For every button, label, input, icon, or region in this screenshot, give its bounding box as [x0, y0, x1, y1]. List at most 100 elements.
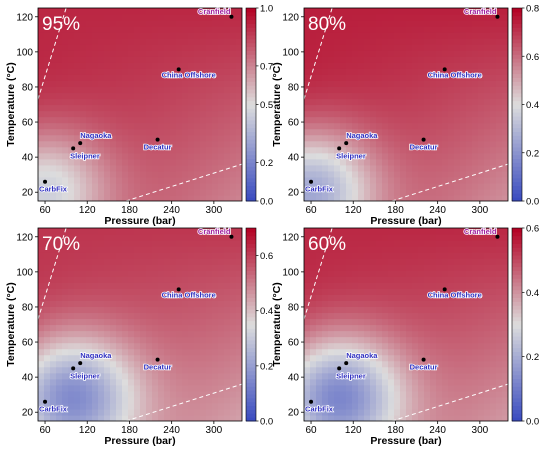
x-tick-label: 180 — [121, 205, 138, 216]
y-tick-label: 80 — [288, 302, 300, 313]
y-tick-label: 120 — [282, 232, 299, 243]
x-axis-label: Pressure (bar) — [370, 215, 441, 227]
site-marker — [337, 146, 342, 151]
x-tick-label: 120 — [345, 205, 362, 216]
site-label: CarbFix — [305, 405, 334, 414]
y-tick-label: 20 — [22, 408, 34, 419]
site-label: Decatur — [410, 363, 438, 372]
site-label: Decatur — [410, 143, 438, 152]
x-axis-label: Pressure (bar) — [370, 435, 441, 447]
y-tick-label: 20 — [288, 188, 300, 199]
site-label: Nagaoka — [346, 351, 378, 360]
y-tick-label: 100 — [16, 267, 33, 278]
x-tick-label: 300 — [472, 205, 489, 216]
boundary-line-upper — [304, 8, 333, 100]
heatmap-field — [38, 228, 242, 421]
y-axis-label: Temperature (°C) — [5, 62, 17, 147]
site-label: Nagaoka — [80, 351, 112, 360]
colorbar-tick-label: 1.0 — [260, 4, 273, 15]
y-tick-label: 100 — [16, 47, 33, 58]
site-marker — [309, 179, 314, 184]
site-marker — [344, 361, 349, 366]
site-label: Sleipner — [336, 371, 366, 380]
colorbar-tick-label: 0.0 — [260, 197, 273, 208]
panel-title: 70% — [42, 234, 80, 255]
site-label: Cranfield — [464, 227, 497, 236]
x-tick-label: 240 — [429, 205, 446, 216]
site-marker — [71, 366, 76, 371]
colorbar-tick-label: 0.0 — [526, 197, 539, 208]
site-label: China Offshore — [428, 290, 482, 299]
colorbar-tick-label: 0.6 — [526, 52, 539, 63]
x-tick-label: 300 — [472, 425, 489, 436]
colorbar-tick-label: 0.5 — [260, 100, 273, 111]
site-marker — [176, 67, 181, 72]
y-tick-label: 120 — [16, 12, 33, 23]
x-tick-label: 60 — [305, 425, 317, 436]
y-tick-label: 20 — [22, 188, 34, 199]
site-marker — [176, 287, 181, 292]
colorbar-tick-label: 0.0 — [260, 417, 273, 428]
colorbar-tick-label: 0.4 — [526, 288, 539, 299]
panel-title: 95% — [42, 14, 80, 35]
colorbar-tick-label: 0.8 — [526, 4, 539, 15]
colorbar: 0.0 0.2 0.4 0.6 — [245, 227, 273, 428]
site-label: China Offshore — [428, 70, 482, 79]
colorbar-tick-label: 0.4 — [526, 100, 539, 111]
boundary-line-upper — [38, 228, 67, 320]
x-tick-label: 240 — [163, 425, 180, 436]
y-tick-label: 100 — [282, 267, 299, 278]
y-tick-label: 20 — [288, 408, 300, 419]
x-tick-label: 60 — [39, 425, 51, 436]
y-tick-label: 60 — [288, 338, 300, 349]
site-label: China Offshore — [162, 290, 216, 299]
x-tick-label: 300 — [206, 425, 223, 436]
y-tick-label: 40 — [22, 153, 34, 164]
y-tick-label: 40 — [22, 373, 34, 384]
colorbar: 0.0 0.2 0.5 0.7 1.0 — [245, 4, 273, 208]
plot-frame — [37, 227, 243, 422]
site-marker — [495, 14, 500, 19]
y-tick-label: 40 — [288, 153, 300, 164]
boundary-line-lower — [391, 163, 508, 201]
colorbar-tick-label: 0.0 — [526, 417, 539, 428]
site-marker — [78, 141, 83, 146]
panel-2: 60 120 180 240 300 20 40 60 80 100 120 Pressure (ba… — [271, 4, 539, 228]
site-label: CarbFix — [39, 405, 68, 414]
x-tick-label: 300 — [206, 205, 223, 216]
site-marker — [442, 287, 447, 292]
y-tick-label: 60 — [288, 118, 300, 129]
panel-3: 60 120 180 240 300 20 40 60 80 100 120 Pressure (ba… — [5, 226, 273, 447]
colorbar-tick-label: 0.2 — [526, 148, 539, 159]
boundary-line-upper — [304, 228, 333, 320]
panel-1: 60 120 180 240 300 20 40 60 80 100 120 Pressure (ba… — [5, 4, 273, 228]
site-label: Sleipner — [336, 151, 366, 160]
site-label: China Offshore — [162, 70, 216, 79]
y-tick-label: 120 — [16, 232, 33, 243]
plot-frame — [303, 227, 509, 422]
y-tick-label: 120 — [282, 12, 299, 23]
y-tick-label: 60 — [22, 338, 34, 349]
colorbar-tick-label: 0.6 — [260, 251, 273, 262]
site-label: Cranfield — [198, 227, 231, 236]
site-marker — [442, 67, 447, 72]
x-tick-label: 60 — [305, 205, 317, 216]
site-marker — [309, 399, 314, 404]
site-label: Decatur — [144, 143, 172, 152]
x-axis-label: Pressure (bar) — [104, 215, 175, 227]
site-label: Sleipner — [70, 371, 100, 380]
boundary-line-lower — [125, 383, 242, 421]
site-label: Sleipner — [70, 151, 100, 160]
y-tick-label: 60 — [22, 118, 34, 129]
boundary-line-lower — [125, 163, 242, 201]
x-tick-label: 120 — [79, 425, 96, 436]
panel-title: 80% — [308, 14, 346, 35]
site-marker — [421, 137, 426, 142]
colorbar: 0.0 0.2 0.4 0.6 — [511, 224, 539, 428]
y-tick-label: 80 — [22, 82, 34, 93]
heatmap-field — [304, 8, 508, 201]
colorbar-tick-label: 0.2 — [526, 352, 539, 363]
site-label: CarbFix — [39, 185, 68, 194]
y-axis-label: Temperature (°C) — [5, 282, 17, 367]
site-marker — [43, 399, 48, 404]
